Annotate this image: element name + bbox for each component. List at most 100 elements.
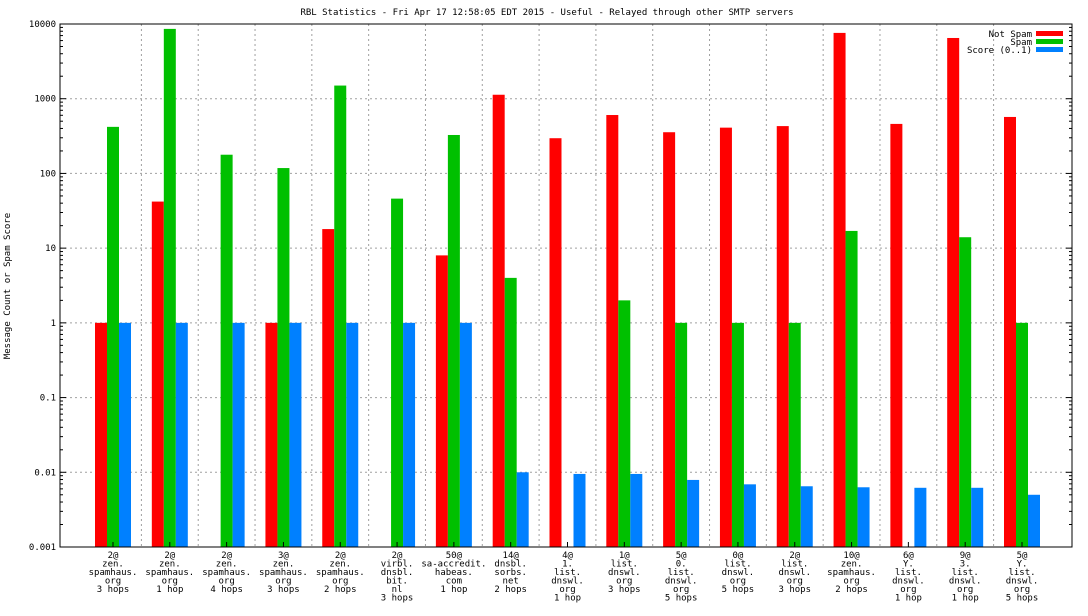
x-tick-label: 1 hop xyxy=(440,585,467,595)
x-tick-label: dnswl. xyxy=(1006,577,1039,587)
x-tick-label: 3 hops xyxy=(381,594,414,604)
bar-score xyxy=(1028,494,1040,547)
bar-spam xyxy=(334,85,347,548)
legend-label: Spam xyxy=(1010,38,1032,48)
bar-score xyxy=(914,487,927,547)
bar-spam xyxy=(220,154,233,547)
bar-spam xyxy=(845,230,858,547)
x-tick-label: list. xyxy=(781,560,808,570)
x-tick-label: sorbs. xyxy=(494,568,527,578)
legend-swatch xyxy=(1036,39,1063,44)
bar-not-spam xyxy=(435,255,448,547)
bar-score xyxy=(289,322,302,547)
x-tick-label: zen. xyxy=(216,560,238,570)
x-tick-label: 6@ xyxy=(903,551,914,561)
bar-spam xyxy=(504,277,517,547)
x-tick-label: 5@ xyxy=(676,551,687,561)
x-tick-label: 1@ xyxy=(619,551,630,561)
x-tick-label: 9@ xyxy=(960,551,971,561)
x-tick-label: bit. xyxy=(386,577,408,587)
x-tick-label: dnswl. xyxy=(665,577,698,587)
x-tick-label: zen. xyxy=(159,560,181,570)
bar-not-spam xyxy=(776,126,789,547)
bar-not-spam xyxy=(947,37,960,547)
x-tick-label: list. xyxy=(554,568,581,578)
bar-not-spam xyxy=(719,127,732,547)
x-tick-label: dnswl. xyxy=(608,568,641,578)
bar-spam xyxy=(1016,322,1028,547)
x-tick-label: 2@ xyxy=(392,551,403,561)
y-tick-label: 1000 xyxy=(34,95,56,105)
bar-spam xyxy=(163,28,176,547)
x-tick-label: 3@ xyxy=(278,551,289,561)
x-tick-label: 1 hop xyxy=(895,594,922,604)
x-tick-label: 2@ xyxy=(789,551,800,561)
x-tick-label: list. xyxy=(952,568,979,578)
bar-score xyxy=(516,472,529,547)
y-tick-label: 0.1 xyxy=(40,394,56,404)
bar-score xyxy=(743,484,756,547)
x-tick-label: spamhaus. xyxy=(316,568,365,578)
x-tick-label: dnswl. xyxy=(949,577,982,587)
bar-score xyxy=(459,322,472,547)
x-tick-label: spamhaus. xyxy=(145,568,194,578)
chart-title: RBL Statistics - Fri Apr 17 12:58:05 EDT… xyxy=(300,8,793,18)
x-tick-label: 4 hops xyxy=(210,585,243,595)
bar-spam xyxy=(107,126,119,547)
x-tick-label: 5@ xyxy=(1017,551,1028,561)
y-tick-label: 0.01 xyxy=(34,468,56,478)
x-tick-label: list. xyxy=(668,568,695,578)
bar-not-spam xyxy=(151,201,164,548)
x-tick-label: zen. xyxy=(102,560,124,570)
x-tick-label: list. xyxy=(611,560,638,570)
x-tick-label: org xyxy=(332,577,348,587)
bar-spam xyxy=(731,322,744,547)
x-tick-label: spamhaus. xyxy=(89,568,138,578)
bar-spam xyxy=(447,134,460,547)
x-tick-label: net xyxy=(503,577,519,587)
y-axis-label: Message Count or Spam Score xyxy=(3,213,13,359)
x-tick-label: 3 hops xyxy=(267,585,300,595)
bar-not-spam xyxy=(1004,116,1016,547)
x-tick-label: 2@ xyxy=(335,551,346,561)
x-tick-label: spamhaus. xyxy=(827,568,876,578)
x-tick-label: 10@ xyxy=(843,551,860,561)
bar-not-spam xyxy=(549,138,562,547)
x-tick-label: 3 hops xyxy=(778,585,811,595)
x-tick-label: 0. xyxy=(676,560,687,570)
x-tick-label: virbl. xyxy=(381,560,414,570)
x-tick-label: 4@ xyxy=(562,551,573,561)
bar-score xyxy=(971,487,984,547)
bar-not-spam xyxy=(265,322,278,547)
x-tick-label: sa-accredit. xyxy=(421,560,486,570)
y-tick-label: 1 xyxy=(51,319,56,329)
x-tick-label: zen. xyxy=(841,560,863,570)
legend-label: Not Spam xyxy=(989,30,1032,40)
x-tick-label: 2 hops xyxy=(324,585,357,595)
x-tick-label: habeas. xyxy=(435,568,473,578)
x-tick-label: 2 hops xyxy=(494,585,527,595)
bar-not-spam xyxy=(663,132,676,548)
x-tick-label: 3 hops xyxy=(97,585,130,595)
x-tick-label: dnsbl. xyxy=(381,568,414,578)
legend-label: Score (0..1) xyxy=(967,46,1032,56)
bar-not-spam xyxy=(890,123,903,547)
x-tick-label: 14@ xyxy=(503,551,520,561)
bar-score xyxy=(630,473,643,547)
bar-score xyxy=(573,473,586,547)
bar-not-spam xyxy=(833,32,846,548)
x-tick-label: 5 hops xyxy=(1006,594,1039,604)
x-tick-label: org xyxy=(843,577,859,587)
x-tick-label: dnswl. xyxy=(778,568,811,578)
bar-spam xyxy=(618,300,631,547)
x-tick-label: 1 hop xyxy=(952,594,979,604)
x-tick-label: org xyxy=(559,585,575,595)
bar-not-spam xyxy=(606,115,619,548)
bar-score xyxy=(346,322,359,547)
x-tick-label: org xyxy=(275,577,291,587)
x-tick-label: dnswl. xyxy=(551,577,584,587)
x-tick-label: 0@ xyxy=(733,551,744,561)
x-tick-label: Y. xyxy=(1017,560,1028,570)
